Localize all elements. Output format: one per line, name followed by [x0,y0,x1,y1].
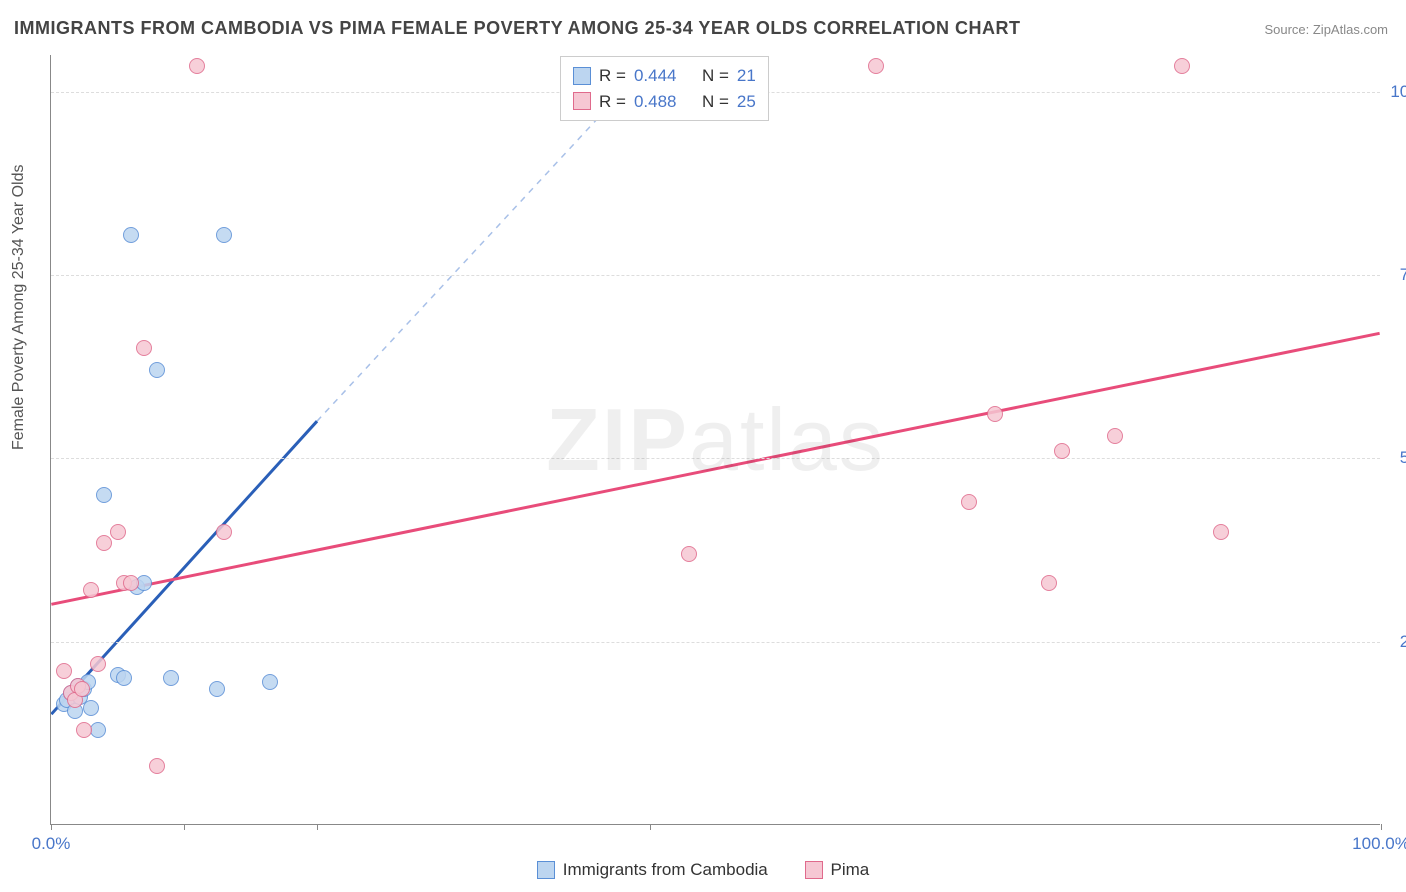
x-tick [51,824,52,830]
plot-area: ZIPatlas 25.0%50.0%75.0%100.0%0.0%100.0% [50,55,1380,825]
data-point [76,722,92,738]
data-point [116,670,132,686]
data-point [83,700,99,716]
data-point [262,674,278,690]
data-point [149,758,165,774]
data-point [149,362,165,378]
legend-item: Immigrants from Cambodia [537,860,768,880]
legend-swatch [573,92,591,110]
data-point [1041,575,1057,591]
data-point [56,663,72,679]
legend-label: Immigrants from Cambodia [563,860,768,880]
trend-line [317,92,623,422]
correlation-legend: R = 0.444 N = 21 R = 0.488 N = 25 [560,56,769,121]
y-tick-label: 100.0% [1386,82,1406,102]
legend-row: R = 0.488 N = 25 [573,89,756,115]
data-point [123,575,139,591]
x-tick [184,824,185,830]
watermark: ZIPatlas [546,389,885,491]
r-label: R = [599,63,626,89]
gridline [51,642,1380,643]
source-label: Source: ZipAtlas.com [1264,22,1388,37]
trend-lines-svg [51,55,1380,824]
data-point [1054,443,1070,459]
x-tick [1381,824,1382,830]
legend-swatch [537,861,555,879]
x-tick-label: 0.0% [32,834,71,854]
n-label: N = [702,63,729,89]
data-point [83,582,99,598]
x-tick-label: 100.0% [1352,834,1406,854]
data-point [987,406,1003,422]
x-tick [317,824,318,830]
gridline [51,275,1380,276]
data-point [189,58,205,74]
data-point [216,227,232,243]
n-value: 25 [737,89,756,115]
data-point [123,227,139,243]
chart-title: IMMIGRANTS FROM CAMBODIA VS PIMA FEMALE … [14,18,1021,39]
legend-label: Pima [831,860,870,880]
r-value: 0.488 [634,89,677,115]
y-axis-label: Female Poverty Among 25-34 Year Olds [10,165,28,451]
data-point [961,494,977,510]
legend-item: Pima [805,860,870,880]
legend-row: R = 0.444 N = 21 [573,63,756,89]
data-point [96,535,112,551]
data-point [209,681,225,697]
legend-swatch [805,861,823,879]
y-tick-label: 25.0% [1386,632,1406,652]
data-point [1107,428,1123,444]
r-value: 0.444 [634,63,677,89]
data-point [110,524,126,540]
series-legend: Immigrants from Cambodia Pima [0,860,1406,884]
data-point [74,681,90,697]
data-point [1174,58,1190,74]
y-tick-label: 75.0% [1386,265,1406,285]
data-point [868,58,884,74]
r-label: R = [599,89,626,115]
trend-line [51,333,1379,604]
data-point [681,546,697,562]
gridline [51,458,1380,459]
data-point [163,670,179,686]
n-value: 21 [737,63,756,89]
y-tick-label: 50.0% [1386,448,1406,468]
legend-swatch [573,67,591,85]
x-tick [650,824,651,830]
data-point [1213,524,1229,540]
data-point [96,487,112,503]
data-point [90,656,106,672]
n-label: N = [702,89,729,115]
data-point [216,524,232,540]
trend-line [51,421,317,714]
data-point [136,340,152,356]
